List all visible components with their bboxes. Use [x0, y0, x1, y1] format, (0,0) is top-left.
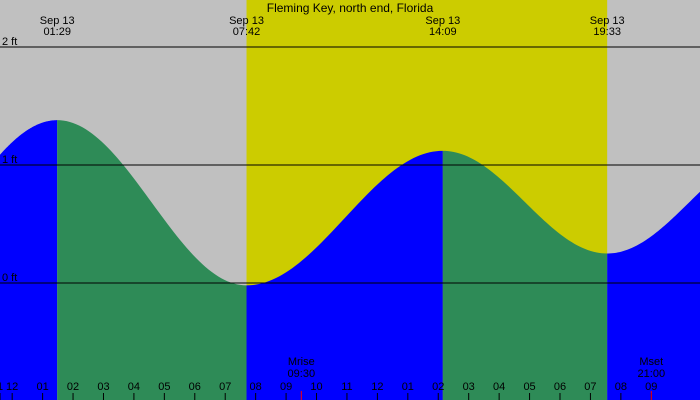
hour-tick-label: 10 [310, 381, 322, 393]
gridline-group: 2 ft 1 ft 0 ft [0, 36, 700, 284]
event-date-label: Sep 13 [40, 15, 75, 27]
event-time-label: 01:29 [43, 26, 71, 38]
y-tick-label: 1 ft [2, 154, 17, 166]
hour-tick-label: 11 [341, 381, 352, 393]
hour-tick-label: 04 [128, 381, 140, 393]
rising-tide-area [0, 120, 58, 400]
rising-tide-area [607, 191, 700, 400]
hour-tick-label: 04 [493, 381, 505, 393]
y-tick-label: 0 ft [2, 272, 17, 284]
hour-tick-label: 09 [645, 381, 657, 393]
hour-tick-label: 05 [523, 381, 535, 393]
tide-area-group [0, 120, 700, 400]
hour-tick-label: 03 [463, 381, 475, 393]
hour-tick-group: 1120102030405060708091011120102030405060… [0, 381, 657, 400]
hour-tick-label: 07 [584, 381, 596, 393]
hour-tick-label: 06 [189, 381, 201, 393]
hour-tick-label: 08 [250, 381, 262, 393]
hour-tick-label: 03 [97, 381, 109, 393]
moon-event-label: Mset [639, 356, 663, 368]
event-time-label: 07:42 [233, 26, 261, 38]
event-date-label: Sep 13 [229, 15, 264, 27]
event-time-label: 14:09 [429, 26, 457, 38]
hour-tick-label: 1 [0, 381, 3, 393]
y-tick-label: 2 ft [2, 36, 17, 48]
hour-tick-label: 01 [402, 381, 414, 393]
event-time-label: 19:33 [593, 26, 621, 38]
hour-tick-label: 08 [615, 381, 627, 393]
hour-tick-label: 02 [67, 381, 79, 393]
moon-event-time: 21:00 [638, 368, 666, 380]
falling-tide-area [57, 120, 247, 400]
hour-tick-label: 06 [554, 381, 566, 393]
event-date-label: Sep 13 [590, 15, 625, 27]
moon-event-time: 09:30 [288, 368, 316, 380]
hour-tick-label: 12 [371, 381, 383, 393]
hour-tick-label: 07 [219, 381, 231, 393]
hour-tick-label: 09 [280, 381, 292, 393]
hour-tick-label: 02 [432, 381, 444, 393]
moon-event-label: Mrise [288, 356, 315, 368]
hour-tick-label: 01 [36, 381, 48, 393]
hour-tick-label: 05 [158, 381, 170, 393]
rising-tide-area [246, 150, 443, 400]
falling-tide-area [442, 150, 608, 400]
chart-title: Fleming Key, north end, Florida [267, 1, 434, 15]
event-date-label: Sep 13 [425, 15, 460, 27]
hour-tick-label: 12 [6, 381, 18, 393]
